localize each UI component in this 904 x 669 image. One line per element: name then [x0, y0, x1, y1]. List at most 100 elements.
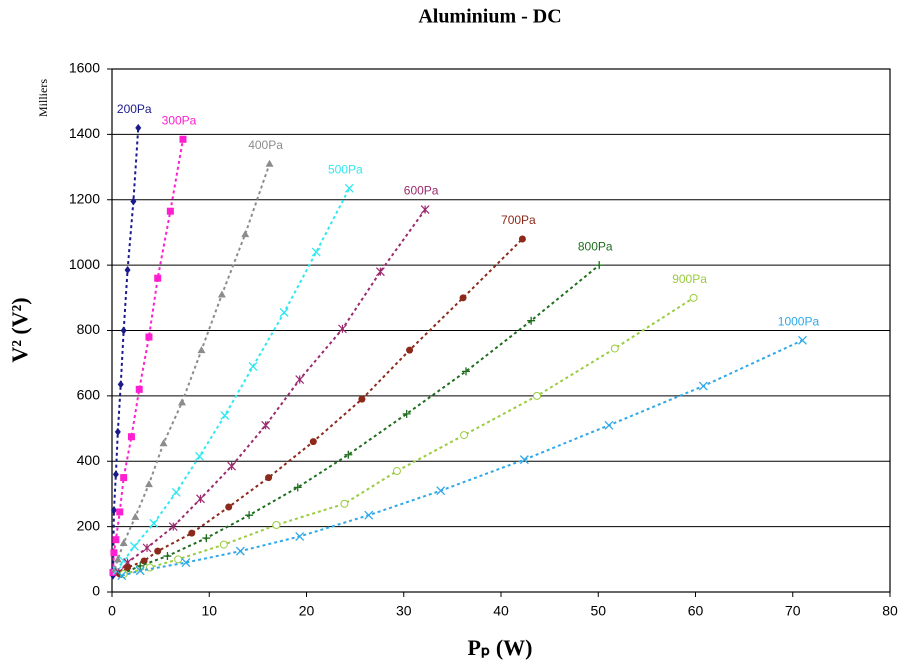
point [344, 450, 353, 459]
series-label: 1000Pa [778, 314, 820, 328]
point [295, 531, 305, 541]
point [112, 536, 120, 544]
point [309, 438, 317, 446]
point [225, 503, 233, 511]
point [127, 433, 135, 441]
point [197, 346, 206, 354]
point [279, 308, 289, 317]
point [358, 395, 366, 403]
x-tick-label: 50 [590, 603, 606, 619]
point [114, 427, 121, 436]
x-tick-label: 0 [108, 603, 116, 619]
point [338, 324, 347, 334]
point [144, 480, 153, 488]
series-label: 500Pa [328, 162, 363, 176]
point [135, 385, 143, 393]
y-tick-label: 1000 [69, 256, 100, 272]
point [406, 346, 414, 354]
point [163, 552, 172, 561]
point [220, 411, 230, 420]
point [135, 566, 145, 576]
point [519, 455, 529, 465]
series-label: 300Pa [162, 113, 197, 127]
point [196, 494, 205, 504]
point [295, 375, 305, 384]
point [532, 391, 541, 400]
point [188, 529, 196, 537]
point [235, 546, 245, 556]
point [245, 511, 254, 520]
y-tick-label: 600 [77, 387, 101, 403]
point [145, 333, 153, 341]
x-tick-label: 40 [493, 603, 509, 619]
plot-frame [111, 68, 891, 593]
point [178, 398, 187, 406]
point [110, 506, 117, 515]
point [460, 431, 469, 440]
point [120, 474, 128, 482]
point [272, 520, 281, 529]
point [265, 474, 273, 482]
point [595, 261, 604, 270]
trend-line [116, 187, 351, 572]
point [798, 335, 807, 345]
point [461, 367, 470, 376]
x-axis-label: Pₚ (W) [467, 635, 532, 660]
point [136, 561, 145, 570]
point [168, 522, 178, 532]
point [420, 205, 430, 214]
point [159, 439, 168, 447]
point [124, 266, 131, 275]
series-label: 200Pa [117, 102, 152, 116]
point [219, 540, 228, 549]
series-label: 900Pa [672, 272, 707, 286]
point [698, 381, 708, 391]
point [311, 247, 321, 257]
point [119, 538, 128, 546]
trend-line [118, 208, 426, 574]
point [604, 420, 614, 430]
point [340, 499, 349, 508]
point [392, 467, 401, 476]
point [171, 487, 181, 497]
point [241, 230, 250, 238]
series-label: 800Pa [578, 239, 613, 253]
point [265, 159, 274, 167]
point [113, 555, 122, 563]
x-tick-label: 70 [785, 603, 801, 619]
trend-line [121, 339, 803, 577]
point [364, 510, 374, 520]
point [154, 274, 162, 282]
x-tick-label: 60 [688, 603, 704, 619]
point [181, 558, 191, 568]
point [124, 563, 132, 571]
point [518, 235, 526, 243]
point [110, 549, 118, 557]
trend-line [121, 264, 600, 575]
point [130, 197, 137, 206]
y-tick-label: 800 [77, 321, 101, 337]
x-tick-label: 10 [201, 603, 217, 619]
series-label: 700Pa [501, 213, 536, 227]
point [344, 183, 354, 193]
point [109, 568, 117, 576]
point [689, 293, 698, 302]
trend-line [111, 139, 184, 573]
annotation: Milliers [36, 79, 50, 117]
point [375, 267, 385, 277]
point [112, 470, 119, 479]
x-tick-label: 20 [299, 603, 315, 619]
y-axis-label: V² (V²) [7, 297, 32, 362]
point [166, 207, 174, 215]
point [293, 483, 302, 492]
x-tick-label: 30 [396, 603, 412, 619]
point [179, 135, 187, 143]
point [527, 316, 536, 325]
point [131, 512, 140, 520]
point [402, 409, 411, 418]
point [217, 290, 226, 298]
point [436, 486, 446, 496]
y-tick-label: 200 [77, 517, 101, 533]
point [202, 534, 211, 543]
